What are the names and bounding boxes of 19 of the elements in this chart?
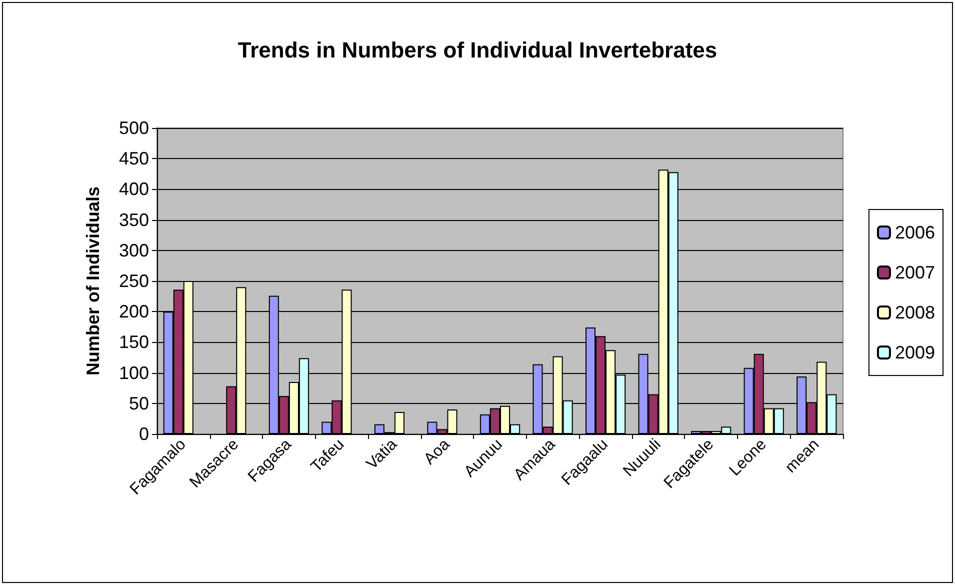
y-tick-label: 400 [118, 179, 149, 200]
x-tick-label: Aoa [421, 436, 454, 468]
y-tick-label: 450 [118, 148, 149, 169]
y-tick-label: 350 [118, 210, 149, 230]
y-tick-label: 500 [118, 118, 149, 138]
y-tick-label: 250 [118, 271, 149, 291]
legend-label: 2009 [894, 342, 936, 362]
y-tick-label: 50 [128, 393, 149, 414]
y-tick-label: 100 [118, 362, 149, 383]
legend-label: 2006 [894, 222, 936, 242]
chart-title: Trends in Numbers of Individual Invertebrates [238, 38, 718, 62]
y-tick-label: 200 [118, 302, 149, 322]
y-axis-title: Number of Individuals [83, 186, 103, 376]
x-tick-label: Vatia [364, 436, 401, 473]
legend-label: 2008 [894, 302, 936, 322]
y-tick-label: 300 [118, 240, 149, 260]
legend-label: 2007 [894, 262, 936, 282]
y-tick-label: 150 [118, 332, 149, 352]
y-tick-label: 0 [138, 424, 149, 444]
